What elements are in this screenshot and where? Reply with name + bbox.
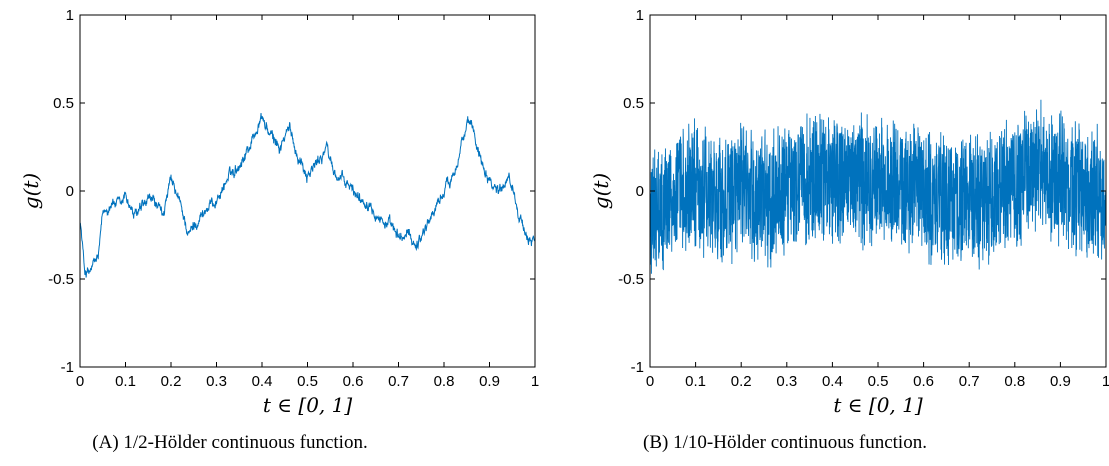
- y-tick-label: 1: [636, 7, 644, 24]
- x-tick-label: 0.2: [731, 373, 752, 390]
- x-tick-label: 0.6: [913, 373, 934, 390]
- chart-panel-a: 0 0.1 0.2 0.3 0.4 0.5 0.6 0.7 0.8 0.9 1 1 0.5 0 -0.5 -1…: [19, 7, 539, 453]
- x-tick-label: 0.7: [959, 373, 980, 390]
- y-tick-label: 0.5: [623, 95, 644, 112]
- x-tick-label: 1: [531, 373, 539, 390]
- plot-area-a: [80, 112, 535, 278]
- x-tick-label: 0.8: [1004, 373, 1025, 390]
- y-tick-label: -0.5: [618, 271, 644, 288]
- x-tick-label: 0.3: [776, 373, 797, 390]
- y-tick-label: 0: [66, 183, 74, 200]
- y-tick-label: -0.5: [48, 271, 74, 288]
- x-tick-label: 0.4: [822, 373, 843, 390]
- y-axis-label-a: g(t): [19, 173, 43, 209]
- x-tick-label: 0.3: [206, 373, 227, 390]
- y-axis-label-b: g(t): [589, 173, 613, 209]
- x-tick-label: 0.1: [115, 373, 136, 390]
- series-line-a: [80, 112, 535, 278]
- x-tick-label: 0: [646, 373, 654, 390]
- y-tick-label: 0: [636, 183, 644, 200]
- y-tick-label: 1: [66, 7, 74, 24]
- x-tick-label: 1: [1102, 373, 1109, 390]
- caption-b: (B) 1/10-Hölder continuous function.: [643, 432, 927, 453]
- x-tick-label: 0.1: [685, 373, 706, 390]
- x-axis-label-a: t ∈ [0, 1]: [263, 393, 353, 417]
- x-tick-label: 0.5: [868, 373, 889, 390]
- y-tick-label: -1: [61, 359, 74, 376]
- x-axis-label-b: t ∈ [0, 1]: [833, 393, 923, 417]
- axes-box-a: [79, 14, 536, 368]
- x-tick-label: 0.7: [388, 373, 409, 390]
- y-tick-label: 0.5: [53, 95, 74, 112]
- chart-panel-b: 0 0.1 0.2 0.3 0.4 0.5 0.6 0.7 0.8 0.9 1 1 0.5 0 -0.5 -1…: [589, 7, 1109, 453]
- axes-b: 0 0.1 0.2 0.3 0.4 0.5 0.6 0.7 0.8 0.9 1 1 0.5 0 -0.5 -1: [618, 7, 1109, 390]
- series-line-b: [650, 99, 1106, 274]
- x-tick-label: 0.9: [479, 373, 500, 390]
- axes-a: 0 0.1 0.2 0.3 0.4 0.5 0.6 0.7 0.8 0.9 1 1 0.5 0 -0.5 -1: [48, 7, 539, 390]
- x-tick-label: 0.4: [252, 373, 273, 390]
- x-tick-label: 0.2: [161, 373, 182, 390]
- x-tick-label: 0.8: [434, 373, 455, 390]
- caption-a: (A) 1/2-Hölder continuous function.: [92, 432, 367, 453]
- x-tick-label: 0.9: [1050, 373, 1071, 390]
- x-tick-label: 0: [76, 373, 84, 390]
- y-tick-label: -1: [631, 359, 644, 376]
- plot-area-b: [650, 99, 1106, 274]
- x-tick-label: 0.6: [343, 373, 364, 390]
- x-tick-label: 0.5: [297, 373, 318, 390]
